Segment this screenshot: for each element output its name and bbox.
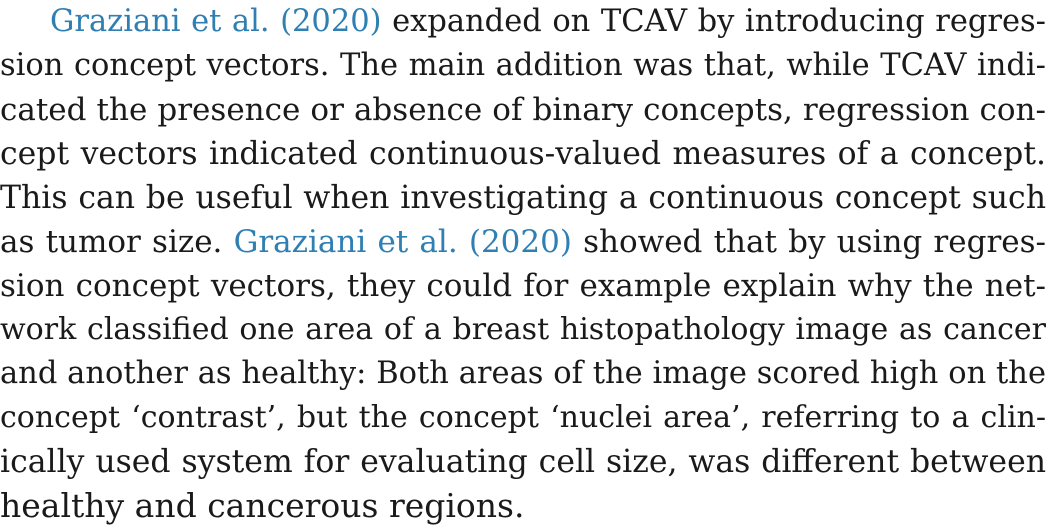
citation-link[interactable]: Graziani et al. (2020) — [233, 224, 572, 260]
paragraph-line: and another as healthy: Both areas of th… — [0, 352, 1046, 396]
line-text: as tumor size. — [0, 224, 234, 260]
line-text: work classified one area of a breast his… — [0, 312, 1046, 347]
paragraph-line: healthy and cancerous regions. — [0, 484, 1046, 528]
paragraph-line: ically used system for evaluating cell s… — [0, 440, 1046, 484]
paragraph-line: This can be useful when investigating a … — [0, 176, 1046, 220]
line-text: cated the presence or absence of binary … — [0, 92, 1046, 128]
line-text: concept ‘contrast’, but the concept ‘nuc… — [0, 400, 1046, 435]
paragraph-line: sion concept vectors, they could for exa… — [0, 264, 1046, 308]
line-text: ically used system for evaluating cell s… — [0, 444, 1046, 480]
citation-link[interactable]: Graziani et al. (2020) — [50, 4, 382, 39]
paragraph-line: cated the presence or absence of binary … — [0, 88, 1046, 132]
paragraph-line: cept vectors indicated continuous-valued… — [0, 132, 1046, 176]
line-text: cept vectors indicated continuous-valued… — [0, 136, 1046, 172]
paragraph-line: concept ‘contrast’, but the concept ‘nuc… — [0, 396, 1046, 440]
line-text: and another as healthy: Both areas of th… — [0, 356, 1046, 391]
paragraph-line: Graziani et al. (2020) expanded on TCAV … — [50, 0, 1046, 44]
paragraph-line: work classified one area of a breast his… — [0, 308, 1046, 352]
line-text: This can be useful when investigating a … — [0, 180, 1046, 216]
line-text: expanded on TCAV by introducing regres- — [381, 4, 1046, 39]
line-text: sion concept vectors, they could for exa… — [0, 268, 1046, 304]
line-text: healthy and cancerous regions. — [0, 486, 525, 525]
paragraph-line: as tumor size. Graziani et al. (2020) sh… — [0, 220, 1046, 264]
line-text: showed that by using regres- — [571, 224, 1046, 260]
paragraph-line: sion concept vectors. The main addition … — [0, 44, 1046, 88]
line-text: sion concept vectors. The main addition … — [0, 48, 1046, 83]
